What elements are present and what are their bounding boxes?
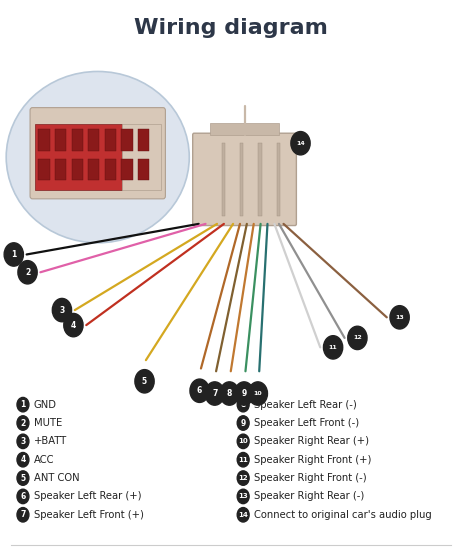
Bar bbox=[72, 159, 83, 181]
Text: 12: 12 bbox=[238, 475, 248, 481]
Text: 7: 7 bbox=[212, 389, 218, 398]
Bar bbox=[55, 129, 66, 151]
Text: 3: 3 bbox=[59, 306, 64, 315]
Text: 6: 6 bbox=[197, 386, 202, 395]
Circle shape bbox=[237, 471, 249, 485]
Text: Speaker Right Rear (-): Speaker Right Rear (-) bbox=[254, 491, 364, 501]
Circle shape bbox=[52, 299, 72, 322]
Bar bbox=[38, 129, 50, 151]
Text: Speaker Left Front (+): Speaker Left Front (+) bbox=[34, 510, 143, 520]
Text: 13: 13 bbox=[395, 315, 404, 320]
Text: 12: 12 bbox=[353, 335, 362, 340]
Circle shape bbox=[64, 314, 83, 337]
Text: ANT CON: ANT CON bbox=[34, 473, 79, 483]
Text: 11: 11 bbox=[328, 345, 337, 350]
Circle shape bbox=[17, 452, 29, 467]
Circle shape bbox=[237, 489, 249, 504]
Bar bbox=[210, 122, 279, 135]
Circle shape bbox=[323, 335, 343, 359]
Circle shape bbox=[17, 397, 29, 412]
Circle shape bbox=[237, 434, 249, 448]
Text: 8: 8 bbox=[227, 389, 232, 398]
Circle shape bbox=[17, 471, 29, 485]
Text: 4: 4 bbox=[20, 455, 26, 464]
Text: ACC: ACC bbox=[34, 454, 54, 465]
Bar bbox=[121, 159, 133, 181]
Bar bbox=[35, 124, 122, 190]
Text: Speaker Right Front (-): Speaker Right Front (-) bbox=[254, 473, 366, 483]
Bar bbox=[72, 129, 83, 151]
Circle shape bbox=[220, 382, 239, 405]
Bar bbox=[122, 124, 161, 190]
Bar bbox=[138, 129, 149, 151]
Bar bbox=[105, 129, 116, 151]
Bar bbox=[222, 143, 225, 216]
Circle shape bbox=[291, 131, 310, 155]
Bar bbox=[121, 129, 133, 151]
Text: Speaker Right Front (+): Speaker Right Front (+) bbox=[254, 454, 371, 465]
Text: Speaker Left Front (-): Speaker Left Front (-) bbox=[254, 418, 359, 428]
Text: 5: 5 bbox=[142, 377, 147, 386]
Text: Speaker Right Rear (+): Speaker Right Rear (+) bbox=[254, 437, 369, 446]
Text: 11: 11 bbox=[238, 457, 248, 463]
Text: MUTE: MUTE bbox=[34, 418, 62, 428]
Text: 14: 14 bbox=[238, 512, 248, 518]
Text: 4: 4 bbox=[71, 321, 76, 330]
Circle shape bbox=[135, 369, 154, 393]
Text: GND: GND bbox=[34, 400, 56, 410]
Circle shape bbox=[235, 382, 254, 405]
Circle shape bbox=[17, 489, 29, 504]
Text: 10: 10 bbox=[238, 438, 248, 444]
Text: 10: 10 bbox=[254, 391, 262, 396]
Text: 6: 6 bbox=[20, 492, 26, 501]
Circle shape bbox=[17, 508, 29, 522]
Bar bbox=[55, 159, 66, 181]
Bar bbox=[88, 159, 100, 181]
Circle shape bbox=[390, 306, 409, 329]
Circle shape bbox=[17, 416, 29, 430]
Circle shape bbox=[237, 508, 249, 522]
Text: 9: 9 bbox=[240, 419, 246, 428]
Bar bbox=[88, 129, 100, 151]
Circle shape bbox=[17, 434, 29, 448]
Bar bbox=[240, 143, 243, 216]
FancyBboxPatch shape bbox=[30, 108, 165, 199]
Bar bbox=[258, 143, 262, 216]
Circle shape bbox=[18, 260, 37, 284]
Bar bbox=[105, 159, 116, 181]
Circle shape bbox=[248, 382, 267, 405]
Circle shape bbox=[190, 379, 209, 402]
Text: 2: 2 bbox=[20, 419, 26, 428]
Text: 5: 5 bbox=[20, 473, 26, 482]
Text: 1: 1 bbox=[11, 250, 17, 259]
Circle shape bbox=[237, 416, 249, 430]
Text: 13: 13 bbox=[238, 494, 248, 499]
Text: Wiring diagram: Wiring diagram bbox=[134, 18, 328, 38]
Text: 9: 9 bbox=[241, 389, 246, 398]
Bar bbox=[138, 159, 149, 181]
Circle shape bbox=[237, 452, 249, 467]
Circle shape bbox=[348, 326, 367, 349]
Text: Speaker Left Rear (-): Speaker Left Rear (-) bbox=[254, 400, 356, 410]
Text: +BATT: +BATT bbox=[34, 437, 67, 446]
Bar bbox=[277, 143, 280, 216]
Ellipse shape bbox=[6, 72, 189, 243]
Text: Connect to original car's audio plug: Connect to original car's audio plug bbox=[254, 510, 431, 520]
Text: 14: 14 bbox=[296, 141, 305, 146]
Text: 3: 3 bbox=[20, 437, 26, 446]
Text: 8: 8 bbox=[240, 400, 246, 409]
Circle shape bbox=[205, 382, 224, 405]
Text: 1: 1 bbox=[20, 400, 26, 409]
Circle shape bbox=[237, 397, 249, 412]
Text: 7: 7 bbox=[20, 510, 26, 519]
Text: Speaker Left Rear (+): Speaker Left Rear (+) bbox=[34, 491, 141, 501]
Circle shape bbox=[4, 243, 23, 266]
Bar bbox=[38, 159, 50, 181]
FancyBboxPatch shape bbox=[193, 133, 296, 225]
Text: 2: 2 bbox=[25, 268, 30, 277]
